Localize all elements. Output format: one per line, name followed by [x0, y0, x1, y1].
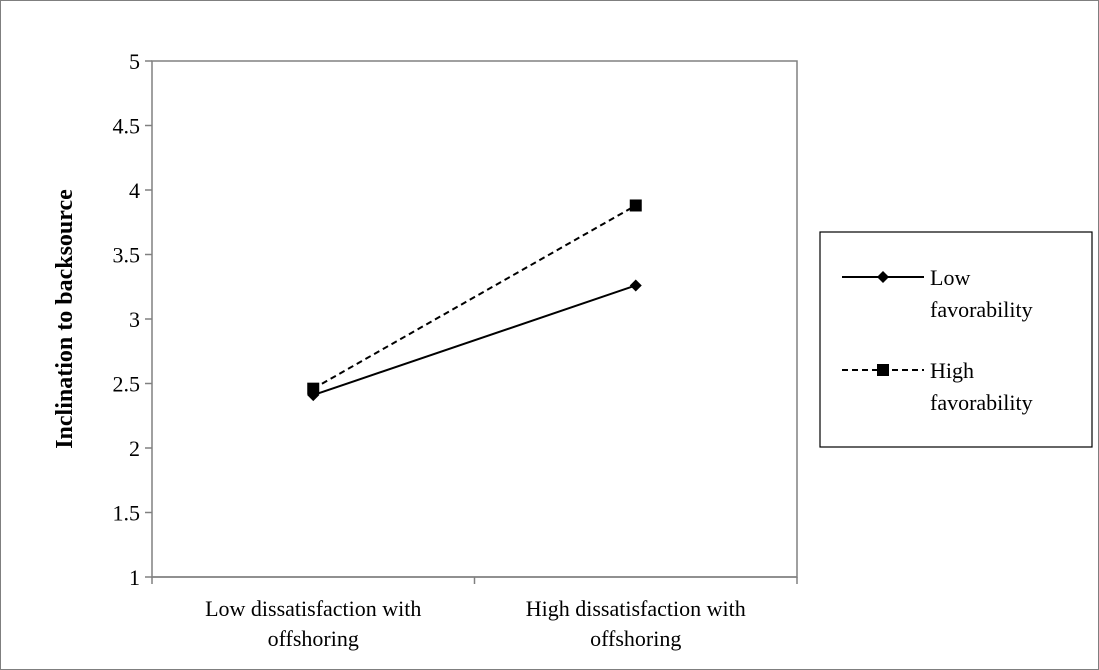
legend-box	[819, 231, 1093, 448]
series-line	[312, 204, 637, 390]
y-axis-title: Inclination to backsource	[52, 189, 78, 449]
legend-square-marker	[877, 364, 889, 376]
legend-label: Low favorability	[930, 265, 1033, 322]
x-category-label: High dissatisfaction with offshoring	[526, 596, 746, 651]
data-point-square	[307, 382, 320, 395]
y-tick-label: 1	[129, 565, 140, 590]
x-category-label: Low dissatisfaction with offshoring	[205, 596, 421, 651]
y-tick-label: 2.5	[113, 372, 141, 397]
y-tick-label: 5	[129, 49, 140, 74]
data-point-square	[629, 199, 642, 212]
y-tick-label: 3	[129, 307, 140, 332]
data-point-diamond	[629, 279, 642, 292]
y-tick-label: 2	[129, 436, 140, 461]
series-line	[312, 284, 637, 397]
legend-label: High favorability	[930, 358, 1033, 415]
y-tick-label: 4.5	[113, 114, 141, 139]
x-axis-ticks: Low dissatisfaction with offshoring High d…	[151, 577, 798, 651]
y-tick-label: 3.5	[113, 243, 141, 268]
legend-diamond-marker	[877, 271, 889, 283]
y-axis-ticks: 1 1.5 2 2.5 3 3.5 4 4.5 5	[113, 49, 152, 590]
y-tick-label: 4	[129, 178, 140, 203]
series-layer	[307, 199, 642, 402]
legend: Low favorability High favorability	[819, 231, 1093, 448]
plot-area	[151, 60, 798, 578]
y-tick-label: 1.5	[113, 501, 141, 526]
